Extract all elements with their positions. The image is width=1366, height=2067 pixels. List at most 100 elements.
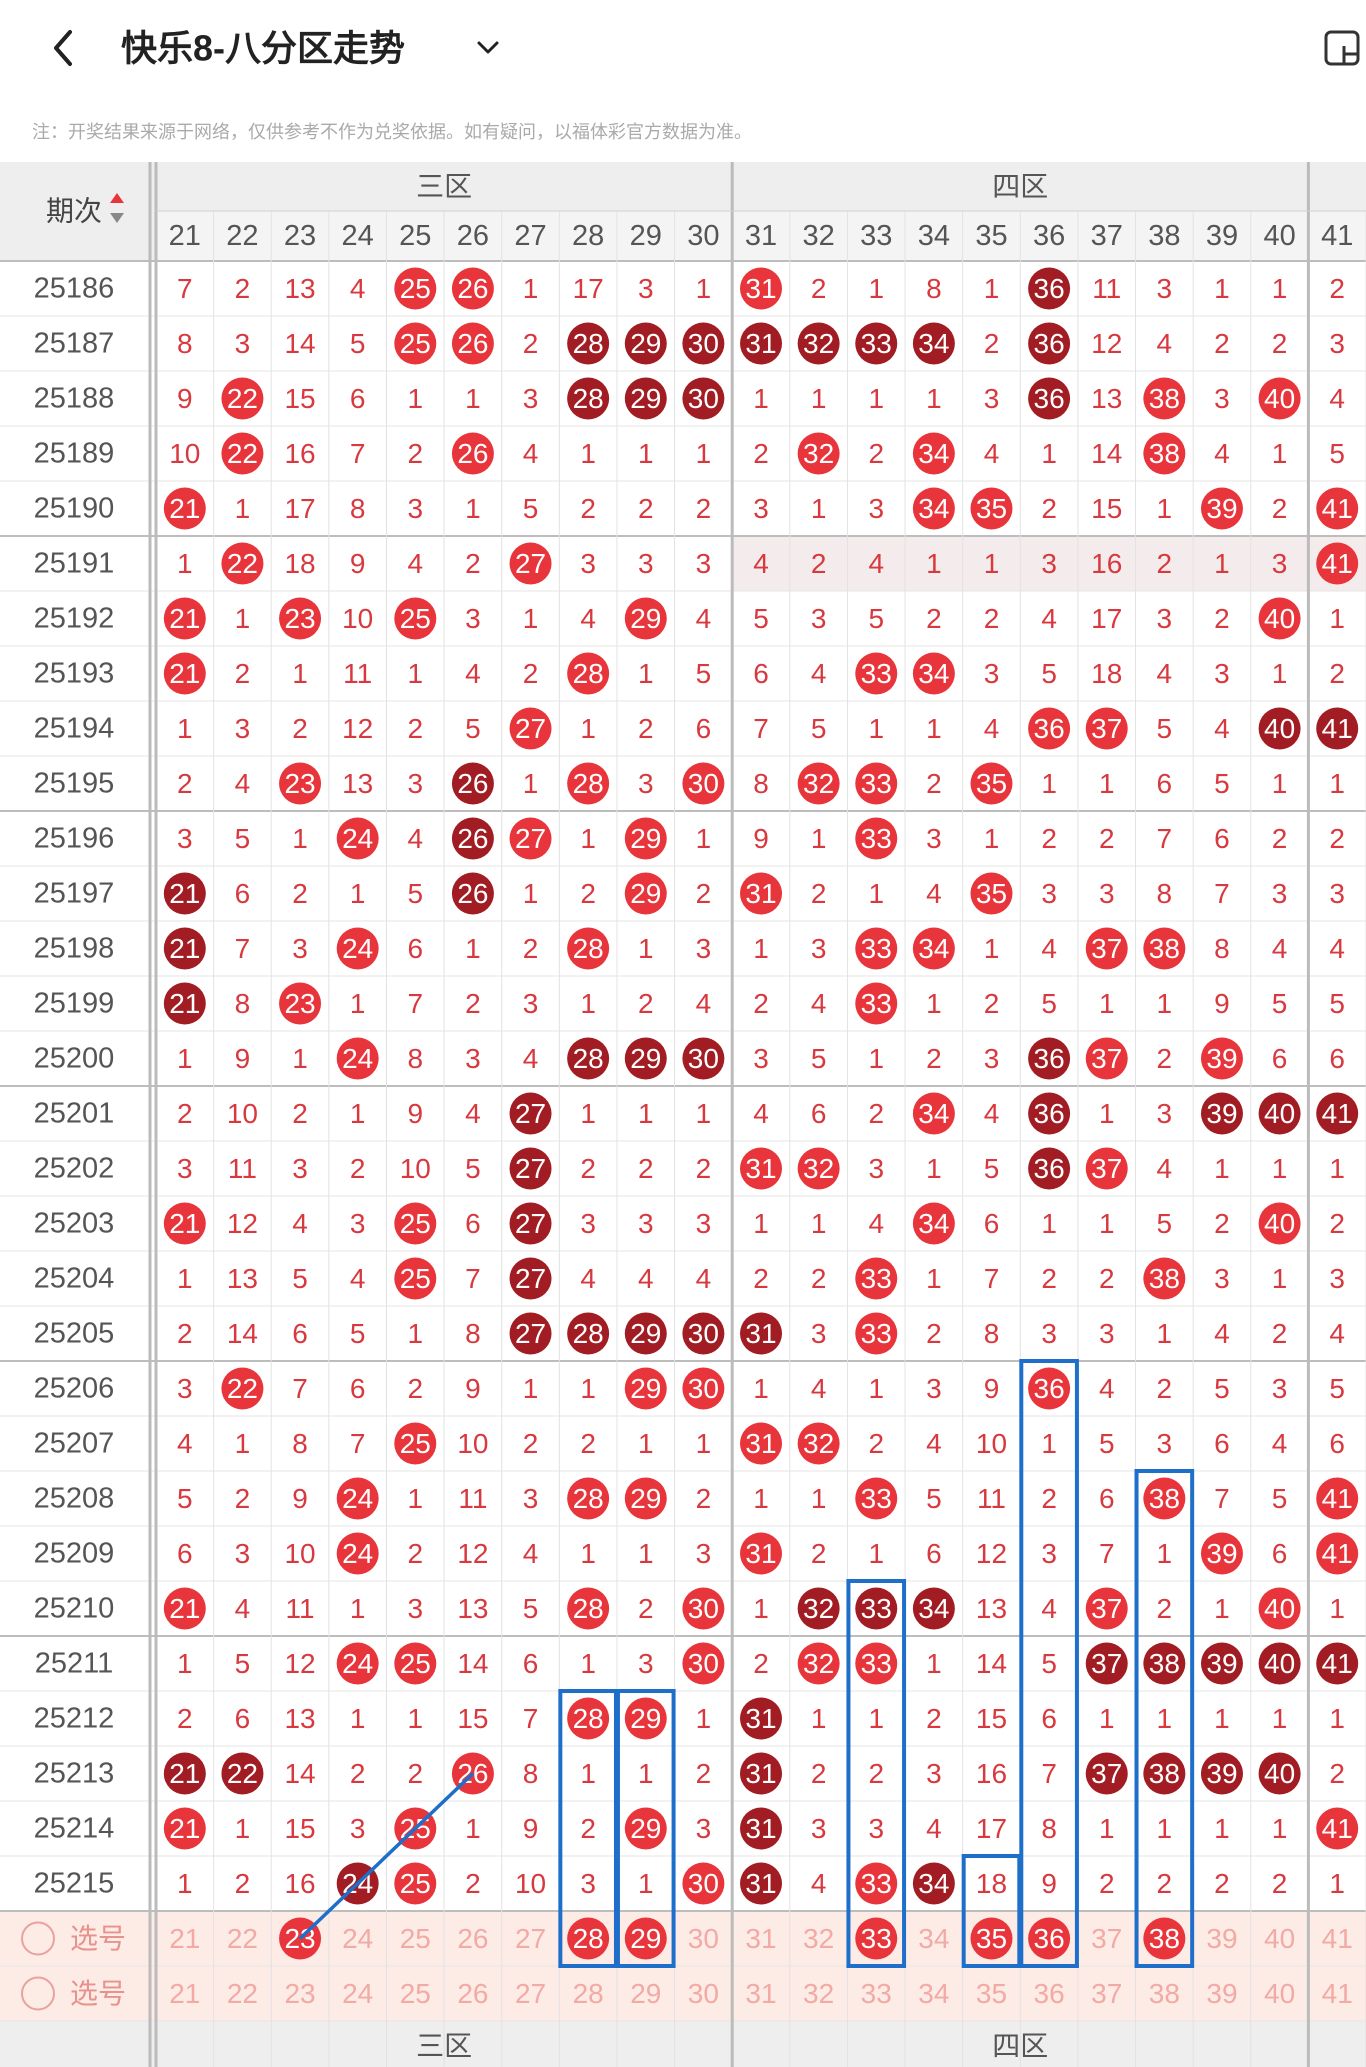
- select-number[interactable]: 25: [400, 1978, 431, 2009]
- ball: [970, 762, 1013, 805]
- ball: [797, 762, 840, 805]
- select-number[interactable]: 24: [342, 1923, 373, 1954]
- select-number[interactable]: 30: [688, 1923, 719, 1954]
- select-number[interactable]: 41: [1322, 1923, 1353, 1954]
- select-number[interactable]: 39: [1206, 1923, 1237, 1954]
- cell-value: 2: [1041, 823, 1057, 854]
- select-number[interactable]: 39: [1206, 1978, 1237, 2009]
- device-icon[interactable]: [1324, 30, 1360, 66]
- issue-number: 25189: [34, 438, 115, 470]
- cell-value: 30: [688, 1373, 719, 1404]
- cell-value: 1: [638, 1868, 654, 1899]
- select-number[interactable]: 21: [169, 1978, 200, 2009]
- cell-value: 1: [984, 933, 1000, 964]
- cell-value: 4: [811, 658, 827, 689]
- cell-value: 3: [868, 1813, 884, 1844]
- cell-value: 34: [918, 933, 949, 964]
- cell-value: 32: [803, 1648, 834, 1679]
- select-number[interactable]: 27: [515, 1978, 546, 2009]
- select-number[interactable]: 30: [688, 1978, 719, 2009]
- cell-value: 7: [1214, 1483, 1230, 1514]
- cell-value: 2: [1329, 273, 1345, 304]
- select-number[interactable]: 29: [630, 1978, 661, 2009]
- cell-value: 12: [284, 1648, 315, 1679]
- select-number[interactable]: 40: [1264, 1978, 1295, 2009]
- column-header: 24: [342, 220, 374, 252]
- issue-number: 25211: [35, 1648, 114, 1680]
- cell-value: 31: [745, 1868, 776, 1899]
- cell-value: 7: [177, 273, 193, 304]
- cell-value: 4: [984, 1098, 1000, 1129]
- issue-number: 25206: [34, 1373, 115, 1405]
- cell-value: 36: [1034, 713, 1065, 744]
- select-number[interactable]: 22: [227, 1978, 258, 2009]
- cell-value: 32: [803, 768, 834, 799]
- select-number[interactable]: 38: [1149, 1923, 1180, 1954]
- column-header: 40: [1263, 220, 1295, 252]
- select-number[interactable]: 40: [1264, 1923, 1295, 1954]
- select-number[interactable]: 21: [169, 1923, 200, 1954]
- select-number[interactable]: 34: [918, 1978, 949, 2009]
- cell-value: 3: [638, 548, 654, 579]
- select-number[interactable]: 37: [1091, 1978, 1122, 2009]
- cell-value: 4: [1272, 933, 1288, 964]
- cell-value: 3: [580, 548, 596, 579]
- cell-value: 15: [976, 1703, 1007, 1734]
- select-label[interactable]: 选号: [70, 1978, 126, 2009]
- cell-value: 2: [1329, 823, 1345, 854]
- cell-value: 28: [573, 1043, 604, 1074]
- cell-value: 3: [1214, 658, 1230, 689]
- ball: [1028, 1367, 1071, 1410]
- picked-ball[interactable]: [1028, 1917, 1071, 1960]
- select-number[interactable]: 28: [573, 1978, 604, 2009]
- cell-value: 26: [457, 438, 488, 469]
- ball: [221, 1752, 264, 1795]
- cell-value: 2: [465, 548, 481, 579]
- select-number[interactable]: 35: [976, 1923, 1007, 1954]
- select-number[interactable]: 28: [573, 1923, 604, 1954]
- select-number[interactable]: 22: [227, 1923, 258, 1954]
- cell-value: 7: [465, 1263, 481, 1294]
- cell-value: 5: [1214, 768, 1230, 799]
- issue-number: 25215: [34, 1868, 115, 1900]
- select-number[interactable]: 36: [1034, 1923, 1065, 1954]
- cell-value: 21: [169, 493, 200, 524]
- select-number[interactable]: 26: [457, 1923, 488, 1954]
- picked-ball[interactable]: [970, 1917, 1013, 1960]
- select-number[interactable]: 23: [284, 1978, 315, 2009]
- dropdown-toggle[interactable]: [477, 41, 499, 54]
- cell-value: 1: [1214, 1153, 1230, 1184]
- select-number[interactable]: 25: [400, 1923, 431, 1954]
- select-number[interactable]: 26: [457, 1978, 488, 2009]
- select-number[interactable]: 27: [515, 1923, 546, 1954]
- picked-ball[interactable]: [1143, 1917, 1186, 1960]
- select-number[interactable]: 32: [803, 1923, 834, 1954]
- ball: [740, 1697, 783, 1740]
- select-number[interactable]: 33: [861, 1923, 892, 1954]
- cell-value: 6: [753, 658, 769, 689]
- select-number[interactable]: 31: [745, 1923, 776, 1954]
- cell-value: 26: [457, 823, 488, 854]
- select-number[interactable]: 32: [803, 1978, 834, 2009]
- select-number[interactable]: 37: [1091, 1923, 1122, 1954]
- ball: [855, 1862, 898, 1905]
- select-label[interactable]: 选号: [70, 1923, 126, 1954]
- back-button[interactable]: [54, 30, 72, 66]
- select-number[interactable]: 29: [630, 1923, 661, 1954]
- select-number[interactable]: 35: [976, 1978, 1007, 2009]
- select-number[interactable]: 38: [1149, 1978, 1180, 2009]
- picked-ball[interactable]: [624, 1917, 667, 1960]
- select-number[interactable]: 34: [918, 1923, 949, 1954]
- select-number[interactable]: 31: [745, 1978, 776, 2009]
- cell-value: 1: [580, 988, 596, 1019]
- picked-ball[interactable]: [567, 1917, 610, 1960]
- picked-ball[interactable]: [855, 1917, 898, 1960]
- cell-value: 2: [580, 493, 596, 524]
- select-number[interactable]: 24: [342, 1978, 373, 2009]
- select-number[interactable]: 41: [1322, 1978, 1353, 2009]
- cell-value: 33: [861, 768, 892, 799]
- select-number[interactable]: 33: [861, 1978, 892, 2009]
- cell-value: 2: [638, 713, 654, 744]
- ball: [624, 1312, 667, 1355]
- select-number[interactable]: 36: [1034, 1978, 1065, 2009]
